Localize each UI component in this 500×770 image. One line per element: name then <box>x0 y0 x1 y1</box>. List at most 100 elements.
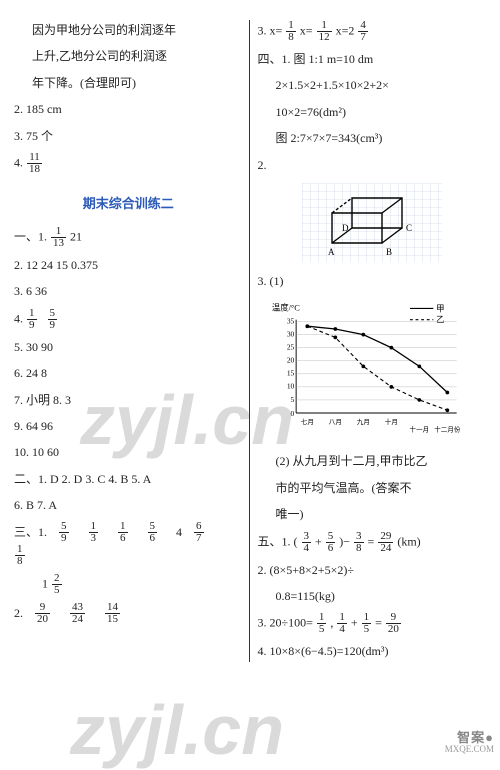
frac-1-13: 113 <box>51 226 66 249</box>
er-row-2: 6. B 7. A <box>14 495 243 515</box>
svg-text:十二月份: 十二月份 <box>434 425 461 434</box>
si3-2-l3: 唯一) <box>258 504 487 524</box>
svg-text:温度/°C: 温度/°C <box>271 303 299 313</box>
wu3: 3. 20÷100= 15 , 14 + 15 = 920 <box>258 612 487 635</box>
svg-text:20: 20 <box>286 356 294 365</box>
chart-svg: 温度/°C 甲 乙 0 5 10 15 20 25 30 35 <box>268 301 468 441</box>
f-5-6: 56 <box>148 521 166 544</box>
f-1-4: 14 <box>337 612 347 635</box>
yi-7: 7. 小明 8. 3 <box>14 390 243 410</box>
corner-logo-l1: 智案● <box>445 731 494 745</box>
r3-prefix: 3. <box>258 23 270 37</box>
f-2-5: 25 <box>52 573 62 596</box>
f-9-20b: 920 <box>386 612 401 635</box>
wu3-mid2: + <box>351 616 358 630</box>
svg-text:30: 30 <box>286 330 294 339</box>
whole4: 4 <box>176 525 182 539</box>
cube-svg: A B C D <box>302 183 442 263</box>
wu3-eq: = <box>375 616 382 630</box>
corner-logo: 智案● MXQE.COM <box>445 731 494 755</box>
f-1-6: 16 <box>118 521 136 544</box>
f-5-6b: 56 <box>326 531 336 554</box>
wu2-l2: 0.8=115(kg) <box>258 586 487 606</box>
wu4: 4. 10×8×(6−4.5)=120(dm³) <box>258 641 487 661</box>
san-2: 2. 920 4324 1415 <box>14 602 243 625</box>
cube-diagram: A B C D <box>302 183 442 263</box>
right-column: 3. x= 18 x= 112 x=2 47 四、1. 图 1:1 m=10 d… <box>258 20 487 662</box>
si3-2-l2: 市的平均气温高。(答案不 <box>258 478 487 498</box>
svg-text:B: B <box>386 247 392 257</box>
svg-text:35: 35 <box>286 317 294 326</box>
f-43-24: 4324 <box>70 602 93 625</box>
f-4-7: 47 <box>358 20 368 43</box>
yi-4: 4. 19 59 <box>14 308 243 331</box>
p1-l1: 因为甲地分公司的利润逐年 <box>14 20 243 40</box>
svg-text:15: 15 <box>286 369 294 378</box>
wu1-eq: = <box>368 534 375 548</box>
f-3-8: 38 <box>354 531 364 554</box>
wu1-prefix: 五、1. ( <box>258 534 298 548</box>
section-title-blue: 期末综合训练二 <box>14 193 243 212</box>
f-1-8a: 18 <box>15 544 33 567</box>
svg-text:七月: 七月 <box>300 418 313 427</box>
wu1-mid2: )− <box>339 534 350 548</box>
f-1-5a: 15 <box>317 612 327 635</box>
svg-text:乙: 乙 <box>436 316 444 325</box>
l2: 2. 185 cm <box>14 99 243 119</box>
svg-text:十一月: 十一月 <box>409 425 429 434</box>
si1-l2: 2×1.5×2+1.5×10×2+2× <box>258 75 487 95</box>
l4: 4. 1118 <box>14 152 243 175</box>
wu3-prefix: 3. 20÷100= <box>258 616 313 630</box>
p1-l2: 上升,乙地分公司的利润逐 <box>14 46 243 66</box>
svg-text:25: 25 <box>286 343 294 352</box>
f-1-8b: 18 <box>286 20 296 43</box>
si1-l1: 四、1. 图 1:1 m=10 dm <box>258 49 487 69</box>
r3-a3: x=2 <box>336 23 355 37</box>
wu1-tail: (km) <box>397 534 420 548</box>
l4-prefix: 4. <box>14 155 26 169</box>
r3-a2: x= <box>300 23 313 37</box>
p1-l3: 年下降。(合理即可) <box>14 73 243 93</box>
yi-1: 一、1. 113 21 <box>14 226 243 249</box>
san2-prefix: 2. <box>14 606 26 620</box>
svg-text:甲: 甲 <box>436 305 444 314</box>
svg-text:5: 5 <box>290 395 294 404</box>
f-9-20: 920 <box>35 602 58 625</box>
san-1b: 1 25 <box>14 573 243 596</box>
si3-2-l1: (2) 从九月到十二月,甲市比乙 <box>258 451 487 471</box>
svg-text:C: C <box>406 223 412 233</box>
svg-text:A: A <box>328 247 335 257</box>
wu2-l1: 2. (8×5+8×2+5×2)÷ <box>258 560 487 580</box>
r3: 3. x= 18 x= 112 x=2 47 <box>258 20 487 43</box>
svg-text:10: 10 <box>286 382 294 391</box>
yi-9: 9. 64 96 <box>14 416 243 436</box>
f-3-4: 34 <box>302 531 312 554</box>
f-6-7: 67 <box>194 521 212 544</box>
f-29-24: 2924 <box>378 531 393 554</box>
corner-logo-l2: MXQE.COM <box>445 745 494 755</box>
wu1: 五、1. ( 34 + 56 )− 38 = 2924 (km) <box>258 531 487 554</box>
si2-label: 2. <box>258 155 487 175</box>
f-14-15: 1415 <box>105 602 128 625</box>
san1-prefix: 三、1. <box>14 525 50 539</box>
wu3-mid: , <box>330 616 336 630</box>
yi1-prefix: 一、1. <box>14 229 50 243</box>
frac-5-9: 59 <box>48 308 58 331</box>
frac-11-18: 1118 <box>27 152 42 175</box>
f-5-9b: 59 <box>59 521 77 544</box>
svg-text:0: 0 <box>290 409 294 418</box>
watermark-2: zyjl.cn <box>70 690 284 770</box>
svg-text:十月: 十月 <box>384 418 397 427</box>
er-row: 二、1. D 2. D 3. C 4. B 5. A <box>14 469 243 489</box>
yi4-prefix: 4. <box>14 311 26 325</box>
yi-6: 6. 24 8 <box>14 363 243 383</box>
yi1-tail: 21 <box>70 229 82 243</box>
wu1-mid: + <box>315 534 322 548</box>
san-1: 三、1. 59 13 16 56 4 67 18 <box>14 521 243 567</box>
page: 因为甲地分公司的利润逐年 上升,乙地分公司的利润逐 年下降。(合理即可) 2. … <box>0 0 500 672</box>
yi-10: 10. 10 60 <box>14 442 243 462</box>
si1-l3: 10×2=76(dm²) <box>258 102 487 122</box>
si3-label: 3. (1) <box>258 271 487 291</box>
si1-l4: 图 2:7×7×7=343(cm³) <box>258 128 487 148</box>
r3-a1: x= <box>270 23 283 37</box>
